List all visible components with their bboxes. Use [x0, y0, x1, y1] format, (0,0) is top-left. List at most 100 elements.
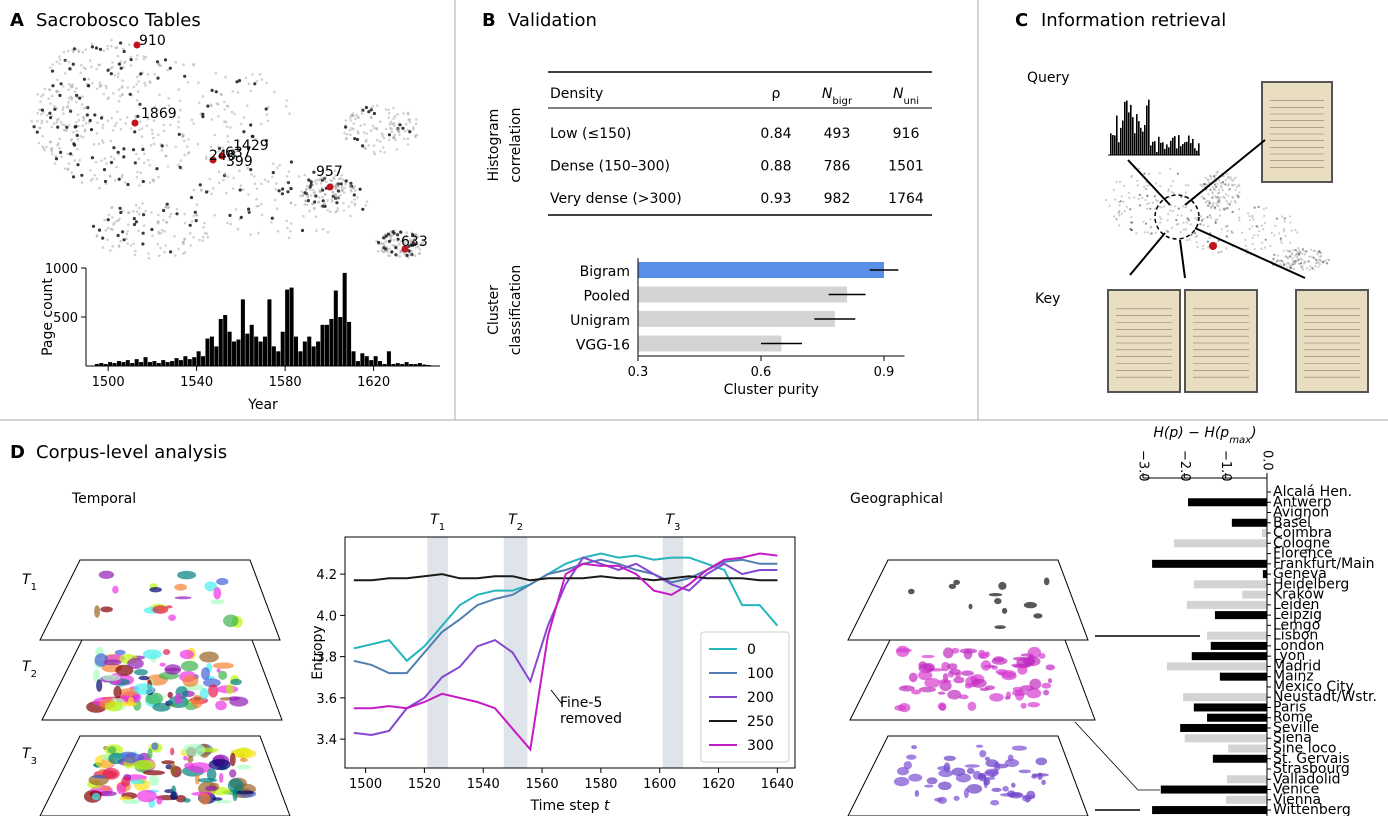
map-point: [163, 230, 166, 233]
map-point: [1144, 198, 1147, 202]
layer: [849, 639, 1096, 721]
map-point: [156, 133, 160, 137]
blob: [208, 759, 231, 770]
map-point: [324, 176, 328, 179]
map-point: [1303, 250, 1306, 253]
map-point: [61, 123, 64, 126]
map-point: [40, 95, 43, 98]
map-point: [331, 194, 335, 198]
table-cell: Very dense (>300): [550, 191, 682, 207]
map-point: [1217, 197, 1220, 201]
histogram-bar: [324, 324, 329, 366]
map-point: [153, 105, 157, 109]
histogram-bar: [329, 318, 334, 366]
category-label: Paris: [1273, 699, 1306, 715]
x-tick-label: 1600: [643, 777, 676, 792]
blob: [921, 654, 935, 659]
text-part: T: [508, 512, 518, 528]
map-point: [1215, 185, 1218, 188]
map-point: [1316, 253, 1319, 256]
bar: [1183, 693, 1267, 702]
map-point: [82, 116, 86, 120]
map-point: [1284, 255, 1287, 258]
map-point: [117, 244, 121, 247]
map-point: [1199, 183, 1202, 186]
blob: [229, 769, 237, 778]
map-point: [1326, 262, 1329, 265]
highlight-point: [326, 183, 334, 191]
map-point: [213, 133, 216, 137]
histogram-bar: [307, 336, 312, 366]
subscript: 3: [674, 522, 680, 533]
map-point: [1142, 220, 1145, 223]
map-point: [285, 99, 289, 102]
map-point: [386, 254, 390, 257]
map-point: [1149, 207, 1152, 210]
map-point: [128, 43, 131, 46]
map-point: [113, 74, 117, 77]
map-point: [1284, 234, 1287, 238]
map-point: [122, 47, 125, 51]
map-point: [348, 116, 352, 120]
map-point: [1189, 209, 1193, 212]
map-point: [183, 153, 187, 157]
query-histogram-bar: [1176, 148, 1178, 155]
blob: [1007, 754, 1014, 762]
map-point: [289, 222, 293, 225]
histogram-bar: [103, 364, 108, 366]
map-point: [67, 82, 71, 86]
map-point: [95, 67, 99, 71]
map-point: [388, 122, 392, 126]
map-point: [394, 253, 398, 257]
map-point: [232, 187, 235, 190]
map-point: [68, 67, 72, 71]
query-histogram-bar: [1148, 99, 1150, 155]
map-point: [253, 82, 257, 86]
query-histogram-bar: [1166, 144, 1168, 155]
map-point: [169, 250, 173, 254]
map-point: [139, 171, 143, 174]
map-point: [393, 133, 396, 137]
map-point: [1211, 203, 1214, 206]
map-point: [123, 61, 126, 65]
map-point: [373, 152, 377, 156]
x-tick-label: 1580: [269, 375, 302, 390]
map-point: [1315, 261, 1318, 264]
map-point: [69, 109, 73, 113]
map-point: [334, 184, 338, 187]
y-axis-label: Cluster: [486, 285, 502, 335]
map-point: [222, 173, 227, 178]
map-point: [1279, 263, 1282, 266]
map-point: [84, 67, 87, 71]
map-point: [142, 224, 146, 227]
map-point: [1280, 215, 1283, 218]
map-point: [133, 130, 137, 134]
layer-label: T3: [22, 746, 37, 767]
blob: [896, 648, 912, 653]
blob: [226, 684, 234, 695]
y-tick-label: 4.2: [316, 568, 337, 583]
map-point: [175, 212, 179, 216]
map-point: [1193, 232, 1197, 235]
blob: [947, 689, 962, 700]
blob: [119, 796, 132, 801]
blob: [182, 675, 199, 687]
map-point: [233, 112, 236, 116]
map-point: [363, 146, 366, 149]
histogram-bar: [391, 364, 396, 366]
map-point: [396, 253, 399, 257]
map-point: [169, 212, 173, 216]
map-point: [1231, 231, 1234, 234]
blob: [216, 668, 221, 673]
map-point: [1260, 247, 1263, 250]
map-point: [1230, 178, 1233, 181]
map-point: [310, 202, 314, 206]
map-point: [30, 119, 33, 123]
query-histogram-bar: [1128, 112, 1130, 155]
blob: [908, 672, 918, 683]
map-point: [35, 130, 39, 134]
map-point: [87, 77, 91, 81]
map-point: [406, 128, 410, 132]
map-point: [106, 97, 110, 101]
map-point: [1158, 205, 1161, 208]
